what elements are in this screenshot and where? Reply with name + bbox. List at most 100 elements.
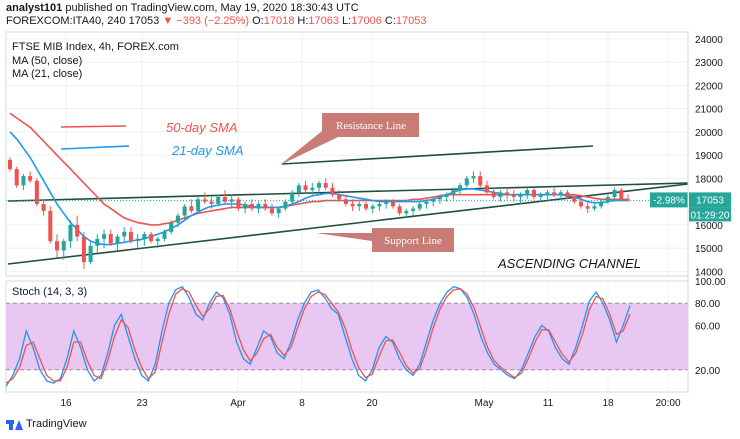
candle-body bbox=[531, 190, 536, 197]
candle-body bbox=[88, 245, 93, 263]
candle-body bbox=[316, 183, 322, 188]
chart-header: analyst101 published on TradingView.com,… bbox=[0, 0, 740, 30]
candle-body bbox=[222, 196, 227, 202]
candle-body bbox=[458, 185, 463, 191]
candle-body bbox=[518, 194, 523, 197]
price-tick-label: 24000 bbox=[695, 35, 723, 46]
legend-ma50: MA (50, close) bbox=[12, 55, 83, 67]
candle-body bbox=[243, 203, 248, 209]
candle-body bbox=[61, 241, 66, 251]
candle-body bbox=[48, 210, 53, 242]
price-tick-label: 22000 bbox=[695, 81, 723, 92]
time-tick-label: 20 bbox=[366, 398, 378, 409]
stoch-tick-label: 20.00 bbox=[695, 366, 720, 377]
candle-body bbox=[95, 238, 100, 246]
legend-ma21: MA (21, close) bbox=[12, 68, 83, 80]
open-value: 17018 bbox=[263, 15, 295, 27]
candle-body bbox=[404, 210, 409, 214]
channel-upper-line bbox=[7, 182, 689, 202]
low-value: 17006 bbox=[351, 15, 382, 27]
candle-body bbox=[605, 196, 610, 202]
candle-body bbox=[108, 234, 113, 244]
candle-body bbox=[491, 192, 496, 197]
brand-name: TradingView bbox=[26, 418, 87, 430]
candle-body bbox=[149, 234, 154, 242]
support-callout-text: Support Line bbox=[384, 235, 442, 247]
candle-body bbox=[384, 201, 389, 204]
candle-body bbox=[55, 241, 60, 251]
price-change-badge bbox=[650, 192, 688, 208]
candle-body bbox=[343, 199, 348, 204]
candle-body bbox=[484, 185, 489, 193]
candle-body bbox=[337, 194, 342, 200]
published-text: published on TradingView.com, May 19, 20… bbox=[65, 2, 359, 14]
candle-body bbox=[175, 215, 180, 223]
candle-body bbox=[350, 203, 355, 207]
price-tick-label: 15000 bbox=[695, 244, 723, 255]
candle-body bbox=[377, 203, 382, 207]
candle-body bbox=[451, 190, 456, 195]
price-tick-label: 16000 bbox=[695, 221, 723, 232]
candle-body bbox=[578, 201, 583, 207]
time-tick-label: 16 bbox=[60, 398, 72, 409]
stoch-k-line bbox=[5, 285, 631, 387]
candle-body bbox=[370, 206, 375, 209]
candle-body bbox=[122, 231, 127, 237]
candle-body bbox=[14, 169, 19, 186]
time-tick-label: May bbox=[475, 398, 494, 409]
sma21-sample-line bbox=[60, 145, 130, 150]
close-value: 17053 bbox=[395, 15, 427, 27]
candle-body bbox=[498, 192, 503, 197]
price-tick-label: 20000 bbox=[695, 128, 723, 139]
price-tick-label: 19000 bbox=[695, 151, 723, 162]
candle-body bbox=[21, 176, 26, 186]
stoch-tick-label: 80.00 bbox=[695, 299, 720, 310]
legend-stoch: Stoch (14, 3, 3) bbox=[12, 286, 88, 298]
candle-body bbox=[411, 208, 416, 211]
stoch-d-line bbox=[5, 288, 631, 384]
footer-brand: TradingView bbox=[6, 418, 87, 430]
candle-body bbox=[357, 203, 362, 207]
price-tick-label: 21000 bbox=[695, 105, 723, 116]
symbol-name: FOREXCOM:ITA40, 240 bbox=[6, 15, 126, 27]
price-tick-label: 18000 bbox=[695, 174, 723, 185]
symbol-quote: FOREXCOM:ITA40, 240 17053 ▼ −393 (−2.25%… bbox=[6, 15, 427, 27]
candle-body bbox=[464, 178, 469, 186]
last-price-badge-text: 17053 bbox=[696, 195, 724, 206]
resistance-callout-text: Resistance Line bbox=[336, 120, 406, 132]
sma21-annotation: 21-day SMA bbox=[171, 143, 244, 158]
candle-body bbox=[558, 192, 563, 195]
candle-body bbox=[283, 201, 288, 209]
time-tick-label: 18 bbox=[602, 398, 614, 409]
candle-body bbox=[155, 238, 160, 242]
candle-body bbox=[34, 180, 39, 204]
candle-body bbox=[417, 203, 422, 209]
price-change-badge-text: -2.98% bbox=[653, 195, 685, 206]
resistance-callout bbox=[280, 113, 419, 165]
candle-body bbox=[545, 192, 550, 195]
candle-body bbox=[115, 236, 120, 244]
candle-body bbox=[269, 208, 274, 214]
time-tick-label: 11 bbox=[543, 398, 554, 409]
candle-body bbox=[565, 192, 570, 197]
last-price: 17053 bbox=[128, 15, 160, 27]
ma21-line bbox=[9, 131, 628, 246]
time-tick-label: 20:00 bbox=[655, 398, 680, 409]
candle-body bbox=[444, 194, 449, 197]
last-price-badge bbox=[689, 192, 731, 208]
candle-body bbox=[437, 196, 442, 200]
publish-info: analyst101 published on TradingView.com,… bbox=[6, 2, 359, 14]
price-change: ▼ −393 (−2.25%) bbox=[162, 15, 250, 27]
candle-body bbox=[135, 238, 140, 242]
candle-body bbox=[216, 196, 221, 204]
candle-body bbox=[330, 187, 335, 195]
stoch-tick-label: 100.00 bbox=[695, 277, 726, 288]
publisher-name[interactable]: analyst101 bbox=[6, 2, 63, 14]
candle-body bbox=[364, 203, 369, 209]
countdown-badge bbox=[689, 207, 731, 222]
candle-body bbox=[296, 185, 301, 193]
candle-body bbox=[290, 192, 295, 202]
candle-body bbox=[478, 176, 483, 186]
candle-body bbox=[41, 203, 46, 211]
